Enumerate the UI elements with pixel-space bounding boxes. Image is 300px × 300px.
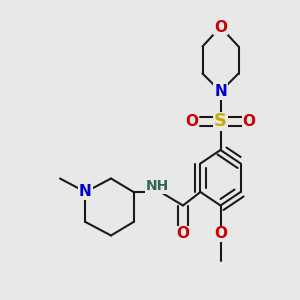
Text: O: O — [242, 114, 256, 129]
Text: S: S — [214, 112, 227, 130]
Text: O: O — [214, 226, 227, 242]
Text: O: O — [214, 20, 227, 34]
Text: N: N — [79, 184, 92, 200]
Text: NH: NH — [146, 179, 169, 193]
Text: O: O — [185, 114, 199, 129]
Text: N: N — [214, 84, 227, 99]
Text: O: O — [176, 226, 190, 242]
